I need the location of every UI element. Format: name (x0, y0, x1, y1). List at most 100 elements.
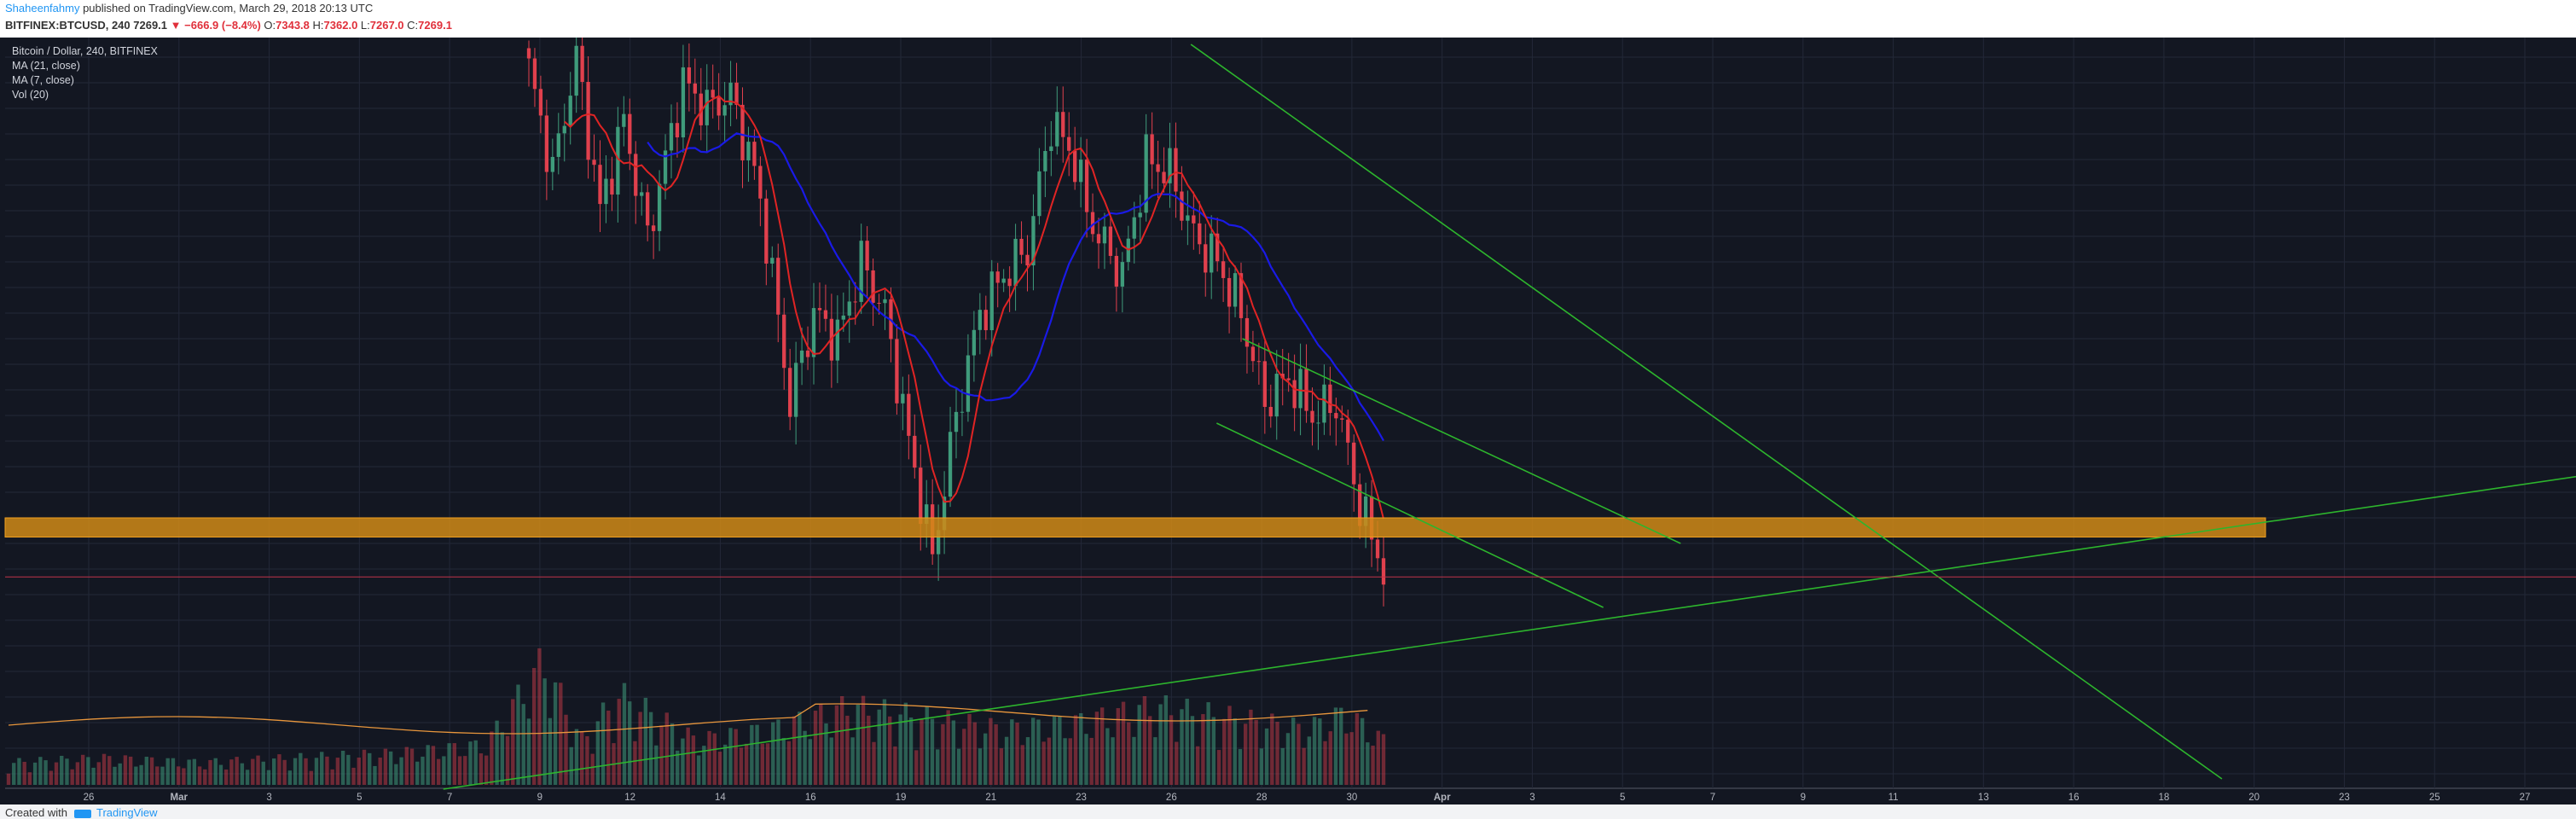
volume-bar (277, 754, 281, 785)
volume-bar (633, 741, 637, 785)
volume-bar (1285, 733, 1291, 785)
volume-bar (96, 762, 102, 785)
volume-bar (1116, 708, 1121, 785)
volume-bar (1355, 712, 1360, 785)
candle-body (966, 355, 971, 412)
candle-body (1268, 406, 1273, 417)
candle-body (705, 90, 709, 125)
x-tick-label: 7 (1710, 793, 1715, 803)
volume-bar (1312, 717, 1317, 785)
volume-bar (739, 747, 744, 785)
volume-bar (299, 752, 303, 785)
volume-bar (819, 704, 823, 785)
candle-body (942, 497, 947, 531)
candle-body (776, 258, 780, 315)
volume-bar (1344, 733, 1349, 785)
volume-bar (908, 717, 914, 785)
volume-bar (548, 717, 553, 785)
candle-body (1328, 384, 1332, 414)
x-tick-label: 18 (2158, 793, 2169, 803)
volume-bar (91, 767, 96, 785)
volume-bar (266, 770, 271, 785)
volume-bar (1169, 715, 1174, 785)
candle-body (948, 432, 953, 497)
volume-bar (792, 716, 797, 785)
x-tick-label: 23 (2339, 793, 2350, 803)
volume-bar (473, 740, 478, 785)
volume-bar (1227, 706, 1232, 785)
volume-bar (261, 761, 265, 785)
x-tick-label: 14 (715, 793, 726, 803)
candle-body (556, 133, 560, 157)
candle-body (1244, 317, 1250, 347)
volume-bar (378, 758, 382, 785)
candle-body (1192, 215, 1196, 224)
chart-pane[interactable] (0, 38, 2576, 804)
candle-body (1144, 134, 1148, 213)
volume-bar (468, 741, 473, 785)
volume-bar (1020, 745, 1024, 785)
volume-bar (17, 758, 21, 785)
candle-body (1174, 148, 1178, 192)
legend-volume[interactable]: Vol (20) (12, 89, 49, 101)
candle-body (568, 96, 572, 126)
candle-body (871, 270, 875, 303)
x-tick-label: 25 (2429, 793, 2440, 803)
candle-body (1292, 380, 1297, 409)
candle-body (770, 258, 775, 264)
volume-bar (994, 724, 998, 785)
volume-bar (1015, 723, 1019, 785)
candle-body (1090, 212, 1095, 235)
volume-bar (340, 751, 345, 785)
volume-bar (670, 723, 675, 785)
candle-body (1150, 134, 1154, 165)
candle-body (1162, 171, 1166, 183)
volume-bar (75, 762, 80, 785)
candle-body (651, 225, 656, 231)
legend-ma7[interactable]: MA (7, close) (12, 74, 74, 86)
volume-bar (54, 762, 59, 785)
candle-body (598, 165, 602, 205)
candle-body (1322, 384, 1326, 423)
low-label: L: (360, 19, 370, 32)
tradingview-brand-link[interactable]: TradingView (96, 806, 158, 819)
trendline (1215, 422, 1604, 608)
volume-bar (187, 759, 191, 785)
volume-bar (182, 768, 186, 785)
legend-ma21[interactable]: MA (21, close) (12, 60, 80, 72)
volume-bar (1063, 738, 1067, 785)
volume-bar (1147, 716, 1152, 785)
candle-body (693, 83, 697, 94)
high-label: H: (312, 19, 324, 32)
candle-body (752, 142, 757, 166)
volume-bar (914, 750, 919, 785)
volume-bar (1121, 701, 1126, 785)
volume-bar (251, 758, 255, 785)
volume-bar (750, 724, 754, 785)
volume-bar (320, 752, 324, 785)
volume-bar (27, 772, 32, 785)
candle-body (913, 435, 917, 468)
chart-canvas[interactable]: 9300.09200.09100.09000.08900.08800.08700… (0, 38, 2576, 804)
candle-body (1239, 273, 1244, 318)
x-tick-label: 5 (1620, 793, 1625, 803)
volume-bar (287, 770, 293, 785)
candle-body (722, 105, 727, 116)
candle-body (793, 363, 798, 417)
candle-body (616, 126, 620, 195)
volume-bar (256, 755, 260, 785)
candle-body (711, 90, 715, 98)
volume-bar (702, 746, 706, 785)
candle-body (657, 183, 662, 231)
volume-bar (511, 699, 515, 785)
author-link[interactable]: Shaheenfahmy (5, 2, 80, 15)
volume-bar (516, 684, 520, 785)
chart-title: Bitcoin / Dollar, 240, BITFINEX (12, 45, 158, 57)
candle-body (1067, 136, 1071, 151)
candle-body (532, 58, 537, 90)
volume-bar (60, 755, 64, 785)
x-tick-label: 3 (266, 793, 271, 803)
candle-body (972, 329, 977, 356)
candle-body (1233, 273, 1238, 307)
volume-bar (893, 746, 897, 785)
